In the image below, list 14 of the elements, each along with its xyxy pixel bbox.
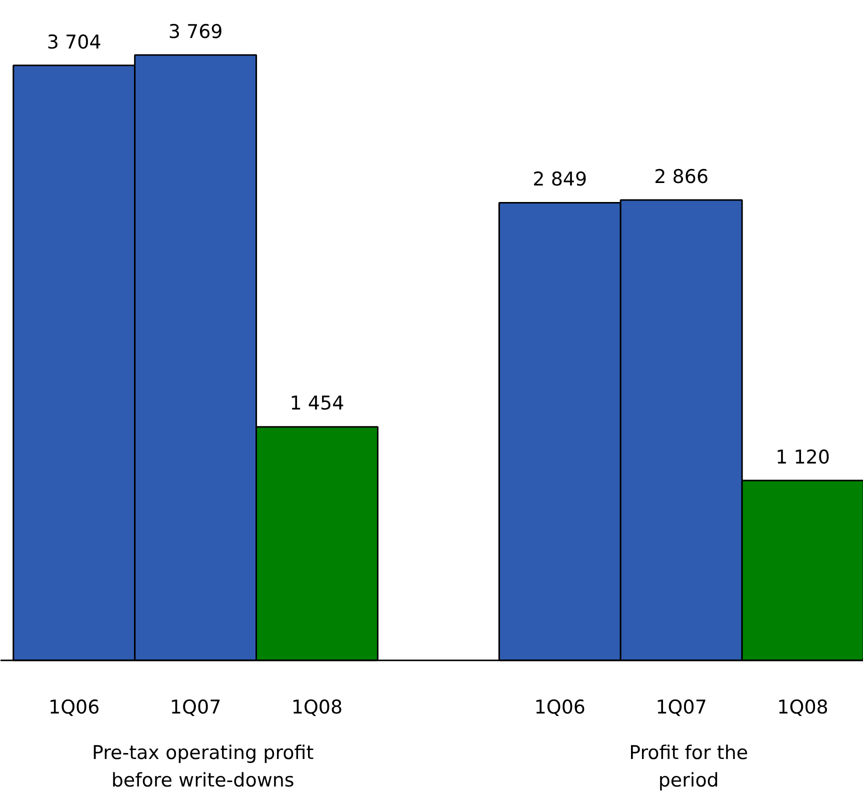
x-tick-label: 1Q08 <box>291 696 343 719</box>
data-label: 3 769 <box>168 20 223 43</box>
text: Profit for the period <box>629 742 748 792</box>
data-label: 3 704 <box>46 31 102 54</box>
data-label: 2 849 <box>532 168 588 191</box>
data-label: 1 454 <box>290 392 344 415</box>
x-tick-label: 1Q07 <box>170 696 222 719</box>
x-tick-label: 1Q06 <box>534 696 586 719</box>
x-tick-label: 1Q06 <box>48 696 100 719</box>
x-tick-label: 1Q08 <box>777 696 828 719</box>
x-tick-label: 1Q07 <box>656 696 707 719</box>
data-label: 1 120 <box>776 446 830 468</box>
data-label: 2 866 <box>654 166 709 188</box>
text: Pre-tax operating profit before write-downs <box>92 742 314 792</box>
